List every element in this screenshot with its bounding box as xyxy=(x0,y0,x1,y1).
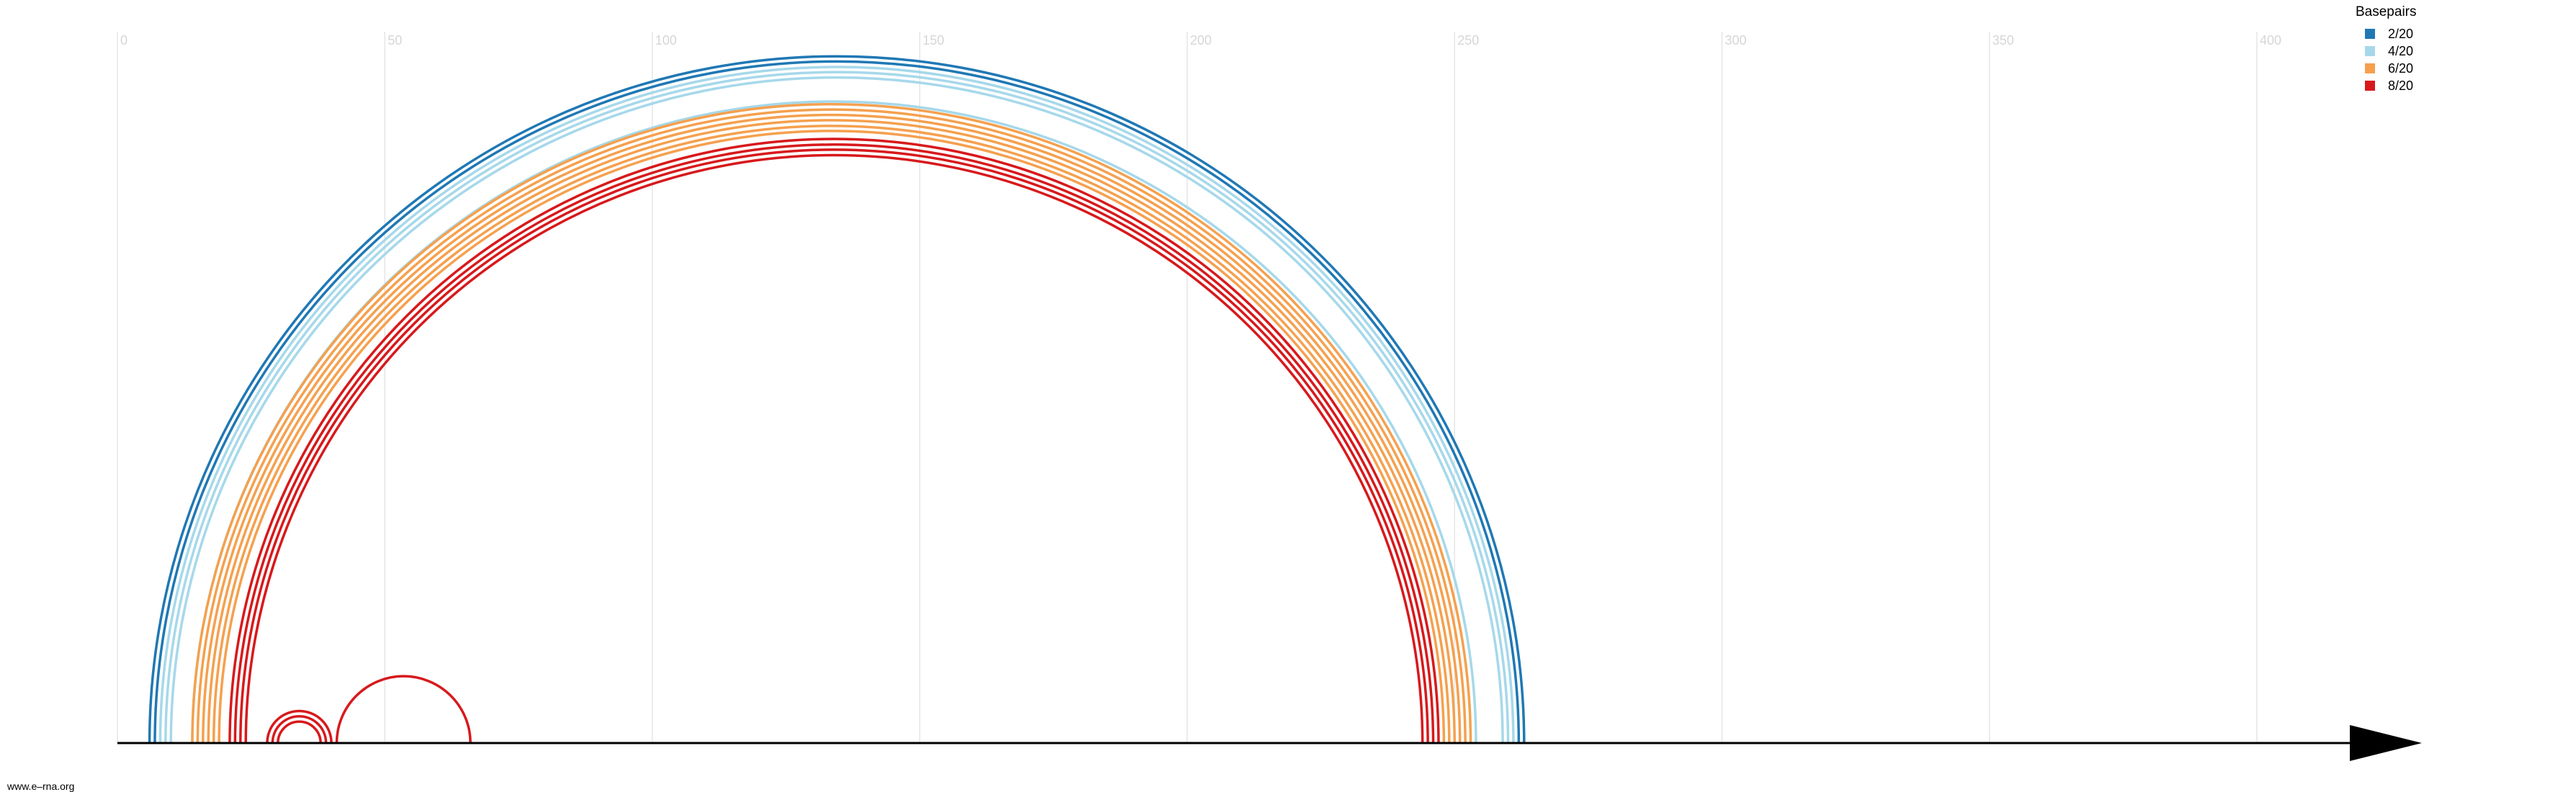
legend-label: 4/20 xyxy=(2388,44,2413,58)
x-tick-label: 200 xyxy=(1190,33,1212,48)
x-tick-label: 250 xyxy=(1457,33,1479,48)
legend-title: Basepairs xyxy=(2356,4,2417,19)
x-tick-label: 400 xyxy=(2260,33,2281,48)
legend-label: 6/20 xyxy=(2388,61,2413,76)
basepair-arc xyxy=(218,130,1446,744)
x-tick-label: 50 xyxy=(388,33,402,48)
legend-label: 8/20 xyxy=(2388,78,2413,93)
legend: Basepairs 2/20 4/20 6/20 8/20 xyxy=(2356,4,2417,93)
basepair-arc xyxy=(153,60,1521,744)
basepair-arc xyxy=(196,108,1467,744)
legend-swatch xyxy=(2365,29,2375,39)
basepair-arc xyxy=(266,709,333,744)
x-tick-label: 0 xyxy=(120,33,128,48)
x-tick-label: 100 xyxy=(656,33,677,48)
basepair-arc xyxy=(191,103,1472,744)
footer-text: www.e–rna.org xyxy=(6,780,74,792)
basepair-arc xyxy=(202,113,1462,744)
basepair-arc xyxy=(277,720,322,744)
basepair-arc xyxy=(335,675,472,744)
basepair-arc xyxy=(171,78,1503,743)
x-tick-label: 300 xyxy=(1725,33,1747,48)
x-tick-label: 350 xyxy=(1993,33,2014,48)
legend-swatch xyxy=(2365,81,2375,91)
legend-swatch xyxy=(2365,63,2375,73)
basepair-arc xyxy=(239,148,1429,744)
basepair-arc xyxy=(244,153,1424,744)
basepair-arc xyxy=(233,143,1435,744)
x-tick-label: 150 xyxy=(923,33,944,48)
legend-swatch xyxy=(2365,46,2375,56)
legend-label: 2/20 xyxy=(2388,27,2413,41)
grid-lines xyxy=(117,32,2258,743)
x-tick-labels: 0 50 100 150 200 250 300 350 400 xyxy=(120,33,2281,48)
arcs xyxy=(150,56,1524,743)
basepair-arc xyxy=(164,71,1510,744)
basepair-arc xyxy=(158,65,1515,744)
basepair-arc xyxy=(271,715,328,744)
